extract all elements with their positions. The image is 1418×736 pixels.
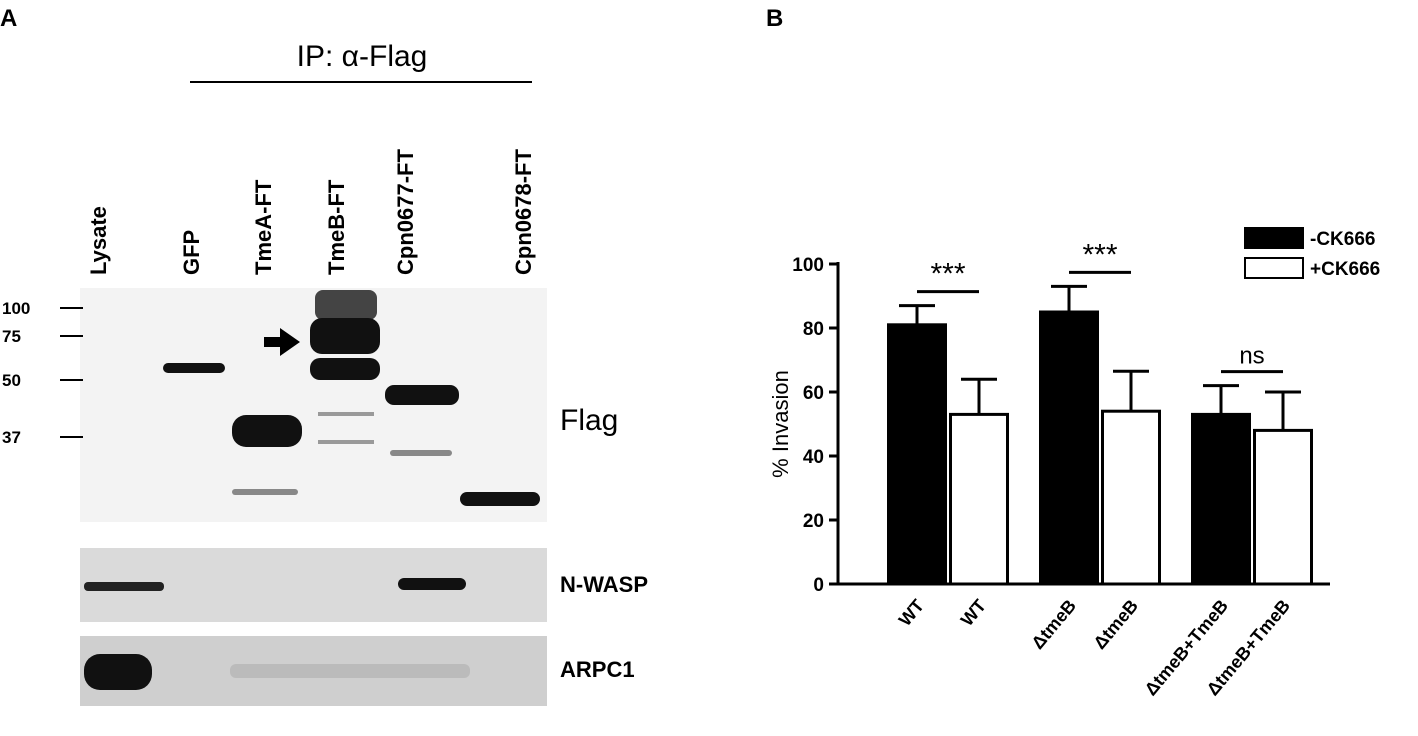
significance-label: *** <box>930 258 965 291</box>
y-tick-label: 100 <box>792 255 824 276</box>
band <box>398 578 466 590</box>
arrow <box>264 328 300 356</box>
band <box>163 363 225 373</box>
band <box>232 489 298 495</box>
marker-label: 37 <box>2 428 21 447</box>
lane-label: TmeA-FT <box>251 179 276 275</box>
bar <box>1191 412 1251 586</box>
band <box>318 412 374 416</box>
legend-label: -CK666 <box>1310 229 1375 250</box>
y-tick-label: 80 <box>803 319 824 340</box>
x-tick-label: WT <box>957 596 990 630</box>
marker-label: 100 <box>2 299 30 318</box>
blot-label: N-WASP <box>560 572 648 597</box>
lane-label: Cpn0677-FT <box>393 149 418 275</box>
band <box>230 664 470 678</box>
y-tick-label: 40 <box>803 447 824 468</box>
panel-label: B <box>766 5 783 32</box>
marker-label: 50 <box>2 371 21 390</box>
y-tick-label: 20 <box>803 511 824 532</box>
band <box>315 290 377 320</box>
blot-label: Flag <box>560 404 618 437</box>
band <box>390 450 452 456</box>
bar <box>1101 409 1161 586</box>
bar <box>887 323 947 586</box>
panel-label: A <box>0 5 17 32</box>
marker-label: 75 <box>2 327 21 346</box>
ip-header: IP: α-Flag <box>297 40 428 73</box>
band <box>460 492 540 506</box>
x-tick-label: ΔtmeB <box>1027 596 1080 653</box>
lane-label: TmeB-FT <box>324 179 349 275</box>
band <box>310 358 380 380</box>
lane-label: Lysate <box>86 206 111 275</box>
band <box>318 440 374 444</box>
legend-swatch <box>1244 257 1304 279</box>
x-tick-label: ΔtmeB <box>1089 596 1142 653</box>
y-axis-label: % Invasion <box>768 370 793 478</box>
significance-label: ns <box>1239 343 1264 370</box>
bar <box>1253 428 1313 586</box>
legend-swatch <box>1244 227 1304 249</box>
band <box>84 654 152 690</box>
y-tick-label: 0 <box>813 575 824 596</box>
bands <box>84 290 540 690</box>
y-tick-label: 60 <box>803 383 824 404</box>
bar <box>1039 310 1099 586</box>
blot-label: ARPC1 <box>560 657 635 682</box>
lane-label: Cpn0678-FT <box>511 149 536 275</box>
legend-label: +CK666 <box>1310 259 1380 280</box>
band <box>232 415 302 447</box>
significance-label: *** <box>1082 238 1117 271</box>
band <box>385 385 459 405</box>
band <box>84 582 164 591</box>
lane-label: GFP <box>179 230 204 275</box>
x-tick-label: WT <box>895 596 928 630</box>
bar <box>949 412 1009 586</box>
band <box>310 318 380 354</box>
